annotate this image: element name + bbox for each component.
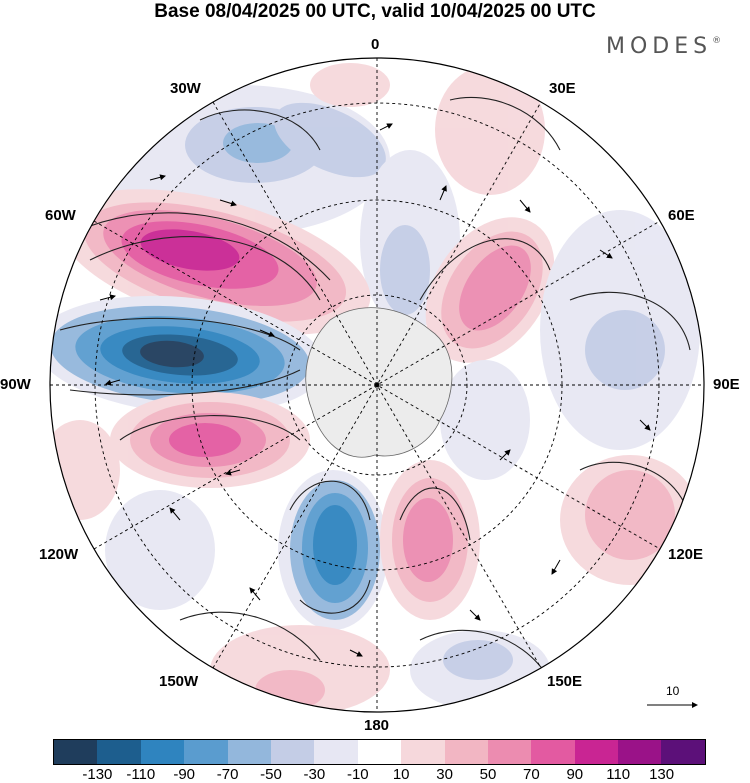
- label-90e: 90E: [713, 376, 740, 393]
- colorbar-swatch: [401, 740, 445, 764]
- label-150e: 150E: [547, 673, 583, 690]
- colorbar-swatch: [444, 740, 488, 764]
- colorbar-tick-label: -10: [346, 766, 369, 783]
- colorbar-swatch: [357, 740, 402, 764]
- label-120w: 120W: [39, 546, 79, 563]
- colorbar-tick-label: 90: [566, 766, 584, 783]
- colorbar-tick-label: 130: [649, 766, 675, 783]
- label-150w: 150W: [159, 673, 199, 690]
- map-title: Base 08/04/2025 00 UTC, valid 10/04/2025…: [154, 1, 596, 22]
- colorbar-swatch: [618, 740, 662, 764]
- map-boundary: [49, 57, 705, 713]
- colorbar-tick-label: -110: [126, 766, 156, 783]
- anomaly-shading: [50, 63, 700, 712]
- colorbar-swatch: [54, 740, 98, 764]
- modes-logo: MODES®: [606, 34, 722, 59]
- colorbar-swatch: [574, 740, 619, 764]
- label-120e: 120E: [668, 546, 704, 563]
- colorbar-swatch: [140, 740, 185, 764]
- colorbar-swatch: [487, 740, 532, 764]
- label-180: 180: [364, 717, 390, 734]
- colorbar-tick-label: 30: [436, 766, 453, 783]
- label-30e: 30E: [549, 80, 576, 97]
- polar-map: [49, 57, 705, 713]
- wind-vectors: [99, 123, 661, 657]
- colorbar-swatch: [661, 740, 705, 764]
- colorbar-swatch: [531, 740, 575, 764]
- colorbar-swatch: [270, 740, 315, 764]
- label-30w: 30W: [170, 80, 201, 97]
- colorbar-tick-label: 70: [523, 766, 540, 783]
- colorbar: [53, 739, 706, 765]
- colorbar-tick-label: 10: [392, 766, 410, 783]
- label-60e: 60E: [668, 207, 695, 224]
- colorbar-swatch: [184, 740, 228, 764]
- colorbar-tick-label: -130: [82, 766, 113, 783]
- colorbar-swatch: [314, 740, 358, 764]
- colorbar-tick-label: -90: [173, 766, 196, 783]
- colorbar-tick-label: -30: [303, 766, 326, 783]
- colorbar-tick-label: -70: [216, 766, 239, 783]
- vector-scale-label: 10: [666, 684, 680, 698]
- label-60w: 60W: [45, 207, 76, 224]
- label-90w: 90W: [0, 376, 31, 393]
- colorbar-swatch: [97, 740, 141, 764]
- label-0: 0: [371, 36, 380, 53]
- colorbar-swatch: [227, 740, 271, 764]
- colorbar-tick-label: -50: [260, 766, 282, 783]
- colorbar-tick-label: 50: [479, 766, 497, 783]
- colorbar-tick-label: 110: [606, 766, 631, 783]
